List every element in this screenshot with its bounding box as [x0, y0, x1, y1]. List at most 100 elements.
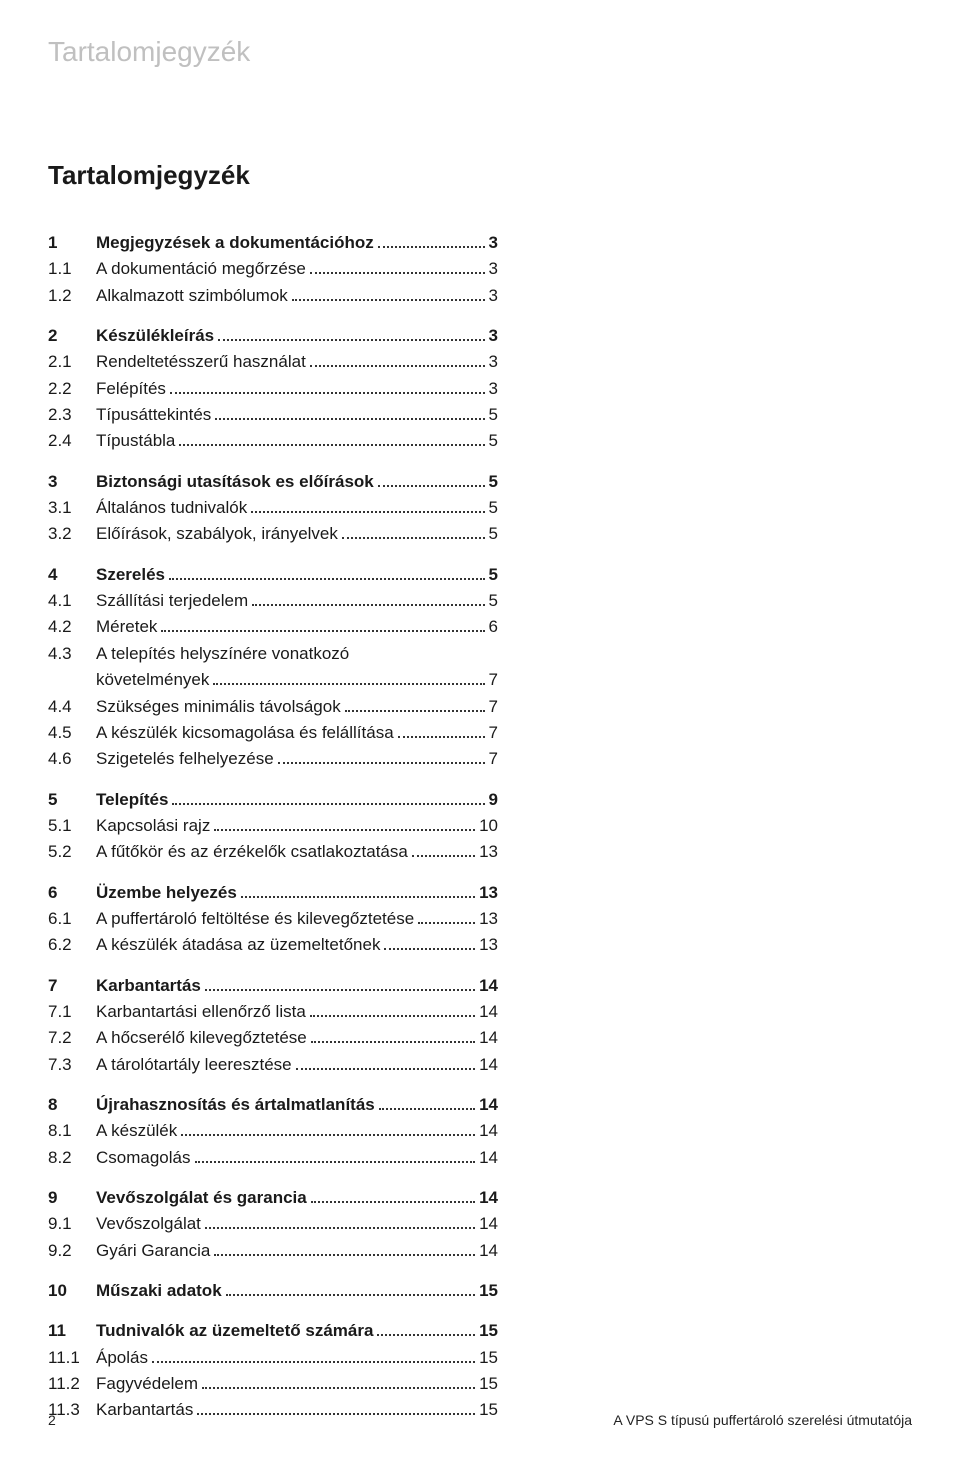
toc-row: 7.3A tárolótartály leeresztése 14 — [48, 1052, 498, 1078]
toc-row: 4.5A készülék kicsomagolása és felállítá… — [48, 720, 498, 746]
toc-leader — [218, 326, 484, 341]
toc-leader — [169, 564, 485, 579]
toc-entry-page: 13 — [479, 839, 498, 865]
toc-entry-number: 2.1 — [48, 349, 96, 375]
header-title: Tartalomjegyzék — [48, 36, 250, 68]
toc-entry-page: 5 — [489, 402, 498, 428]
toc-entry-number: 4.6 — [48, 746, 96, 772]
toc-entry-page: 14 — [479, 1185, 498, 1211]
toc-group: 7Karbantartás147.1Karbantartási ellenőrz… — [48, 973, 498, 1078]
toc-entry-page: 7 — [489, 694, 498, 720]
toc-row: 5.2A fűtőkör és az érzékelők csatlakozta… — [48, 839, 498, 865]
toc-entry-page: 15 — [479, 1345, 498, 1371]
toc-leader — [241, 882, 475, 897]
toc-entry-number: 3.2 — [48, 521, 96, 547]
toc-entry-page: 3 — [489, 283, 498, 309]
toc-leader — [205, 1214, 475, 1229]
toc-row: 4.1Szállítási terjedelem5 — [48, 588, 498, 614]
toc-leader — [161, 617, 484, 632]
toc-entry-number: 1 — [48, 230, 96, 256]
toc-entry-label: Biztonsági utasítások es előírások — [96, 469, 374, 495]
toc-section-row: 2Készülékleírás3 — [48, 323, 498, 349]
toc-entry-page: 10 — [479, 813, 498, 839]
toc-entry-label: Vevőszolgálat — [96, 1211, 201, 1237]
toc-entry-label: A készülék átadása az üzemeltetőnek — [96, 932, 380, 958]
toc-leader — [379, 1095, 475, 1110]
toc-entry-page: 14 — [479, 973, 498, 999]
toc-leader — [251, 498, 484, 513]
toc-row: 6.2A készülék átadása az üzemeltetőnek13 — [48, 932, 498, 958]
toc-section-row: 9Vevőszolgálat és garancia 14 — [48, 1185, 498, 1211]
toc-entry-label: Szigetelés felhelyezése — [96, 746, 274, 772]
toc-entry-number: 11.1 — [48, 1345, 96, 1371]
toc-row: 3.2Előírások, szabályok, irányelvek5 — [48, 521, 498, 547]
toc-entry-label: A fűtőkör és az érzékelők csatlakoztatás… — [96, 839, 408, 865]
toc-leader — [342, 524, 485, 539]
toc-entry-label: Méretek — [96, 614, 157, 640]
toc-entry-number: 6.1 — [48, 906, 96, 932]
toc-entry-label: Karbantartási ellenőrző lista — [96, 999, 306, 1025]
toc-entry-label: A telepítés helyszínére vonatkozókövetel… — [96, 641, 498, 694]
toc-entry-label: Szerelés — [96, 562, 165, 588]
toc-leader — [418, 909, 475, 924]
table-of-contents: 1Megjegyzések a dokumentációhoz31.1A dok… — [48, 230, 498, 1438]
toc-entry-label: A tárolótartály leeresztése — [96, 1052, 292, 1078]
toc-row: 2.4Típustábla5 — [48, 428, 498, 454]
toc-row: 4.6Szigetelés felhelyezése 7 — [48, 746, 498, 772]
toc-entry-page: 7 — [489, 720, 498, 746]
toc-group: 4Szerelés54.1Szállítási terjedelem54.2Mé… — [48, 562, 498, 773]
toc-leader — [378, 471, 485, 486]
toc-leader — [170, 378, 485, 393]
toc-leader — [202, 1374, 475, 1389]
toc-entry-number: 6.2 — [48, 932, 96, 958]
toc-entry-page: 3 — [489, 349, 498, 375]
toc-row: 6.1A puffertároló feltöltése és kilevegő… — [48, 906, 498, 932]
toc-section-row: 11Tudnivalók az üzemeltető számára15 — [48, 1318, 498, 1344]
toc-section-row: 10Műszaki adatok15 — [48, 1278, 498, 1304]
toc-entry-label: Típusáttekintés — [96, 402, 211, 428]
toc-entry-label: A dokumentáció megőrzése — [96, 256, 306, 282]
toc-entry-number: 9 — [48, 1185, 96, 1211]
toc-entry-number: 2 — [48, 323, 96, 349]
toc-row: 9.2Gyári Garancia14 — [48, 1238, 498, 1264]
toc-entry-number: 7.3 — [48, 1052, 96, 1078]
toc-row: 2.3Típusáttekintés 5 — [48, 402, 498, 428]
toc-entry-label: Szükséges minimális távolságok — [96, 694, 341, 720]
toc-entry-label: Szállítási terjedelem — [96, 588, 248, 614]
toc-entry-page: 14 — [479, 1025, 498, 1051]
toc-entry-page: 13 — [479, 906, 498, 932]
toc-entry-label: Általános tudnivalók — [96, 495, 247, 521]
toc-entry-label: A puffertároló feltöltése és kilevegőzte… — [96, 906, 414, 932]
toc-entry-label: Rendeltetésszerű használat — [96, 349, 306, 375]
toc-entry-page: 14 — [479, 1052, 498, 1078]
toc-row: 9.1Vevőszolgálat14 — [48, 1211, 498, 1237]
toc-row: 7.1Karbantartási ellenőrző lista14 — [48, 999, 498, 1025]
toc-leader — [378, 233, 485, 248]
toc-group: 5Telepítés95.1Kapcsolási rajz105.2A fűtő… — [48, 787, 498, 866]
toc-entry-label: A készülék kicsomagolása és felállítása — [96, 720, 394, 746]
toc-entry-number: 2.3 — [48, 402, 96, 428]
toc-entry-page: 6 — [489, 614, 498, 640]
toc-entry-label: Alkalmazott szimbólumok — [96, 283, 288, 309]
toc-entry-page: 7 — [489, 746, 498, 772]
toc-entry-page: 5 — [489, 495, 498, 521]
toc-leader — [310, 352, 485, 367]
toc-entry-label: Felépítés — [96, 376, 166, 402]
toc-section-row: 8Újrahasznosítás és ártalmatlanítás14 — [48, 1092, 498, 1118]
page-footer: 2 A VPS S típusú puffertároló szerelési … — [48, 1412, 912, 1428]
toc-entry-page: 15 — [479, 1278, 498, 1304]
toc-entry-number: 8.1 — [48, 1118, 96, 1144]
toc-row: 2.1Rendeltetésszerű használat 3 — [48, 349, 498, 375]
toc-entry-label: Vevőszolgálat és garancia — [96, 1185, 307, 1211]
toc-entry-number: 2.2 — [48, 376, 96, 402]
toc-entry-label: Ápolás — [96, 1345, 148, 1371]
toc-leader — [181, 1121, 475, 1136]
toc-entry-page: 9 — [489, 787, 498, 813]
toc-entry-label: Műszaki adatok — [96, 1278, 222, 1304]
toc-entry-page: 3 — [489, 323, 498, 349]
toc-entry-number: 6 — [48, 880, 96, 906]
toc-leader — [205, 975, 475, 990]
toc-leader — [252, 591, 484, 606]
toc-leader — [296, 1054, 475, 1069]
toc-leader — [195, 1147, 476, 1162]
